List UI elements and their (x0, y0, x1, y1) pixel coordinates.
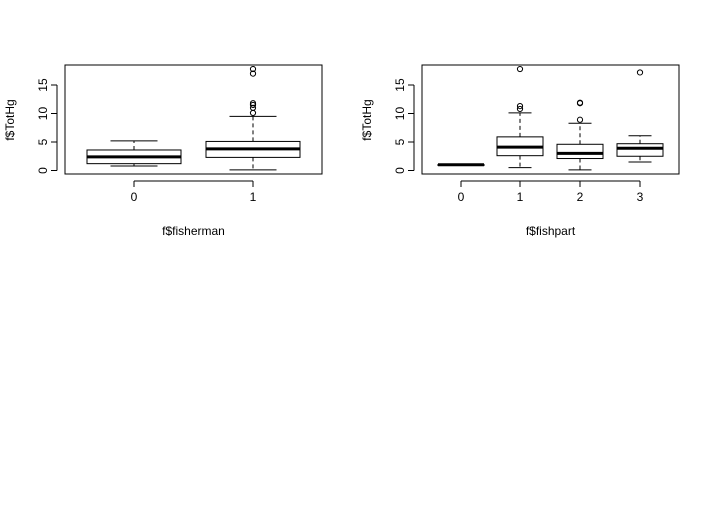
y-tick-label: 0 (36, 167, 50, 174)
y-tick-label: 15 (393, 78, 407, 92)
box-1 (205, 65, 301, 171)
outlier-point (249, 100, 257, 107)
outlier-point (249, 104, 257, 111)
x-axis-label: f$fishpart (526, 224, 576, 238)
outlier-point (516, 102, 524, 110)
iqr-box (616, 143, 664, 157)
x-tick-label: 2 (577, 190, 584, 204)
y-tick-label: 5 (36, 138, 50, 145)
box-2 (556, 99, 604, 171)
x-axis-label: f$fisherman (162, 224, 225, 238)
boxplot-panel-1: 0 5 10 15 f$TotHg 0 1 2 3 f$fishpart (360, 64, 680, 238)
boxplot-panel-0: 0 5 10 15 f$TotHg 0 1 f$fisherman (3, 64, 323, 238)
y-tick-label: 10 (393, 107, 407, 121)
box-1 (496, 65, 544, 169)
outlier-point (516, 105, 524, 113)
outlier-point (636, 69, 644, 76)
iqr-box (556, 143, 604, 160)
outlier-point (249, 109, 257, 117)
x-tick-label: 1 (250, 190, 257, 204)
plot-frame (421, 64, 680, 175)
y-tick-label: 5 (393, 138, 407, 145)
y-tick-label: 0 (393, 167, 407, 174)
y-tick-label: 10 (36, 107, 50, 121)
plot-frame (64, 64, 323, 175)
outlier-point (516, 65, 524, 73)
y-axis-label: f$TotHg (3, 99, 17, 140)
outlier-point (249, 65, 257, 73)
y-axis-label: f$TotHg (360, 99, 374, 140)
x-tick-label: 0 (458, 190, 465, 204)
x-tick-label: 3 (637, 190, 644, 204)
x-tick-label: 1 (517, 190, 524, 204)
outlier-point (249, 70, 257, 77)
outlier-point (249, 101, 257, 109)
box-0 (86, 140, 182, 167)
x-tick-label: 0 (131, 190, 138, 204)
y-tick-label: 15 (36, 78, 50, 92)
outlier-point (576, 99, 584, 106)
box-0 (437, 163, 485, 167)
outlier-point (576, 116, 584, 123)
box-3 (616, 69, 664, 163)
